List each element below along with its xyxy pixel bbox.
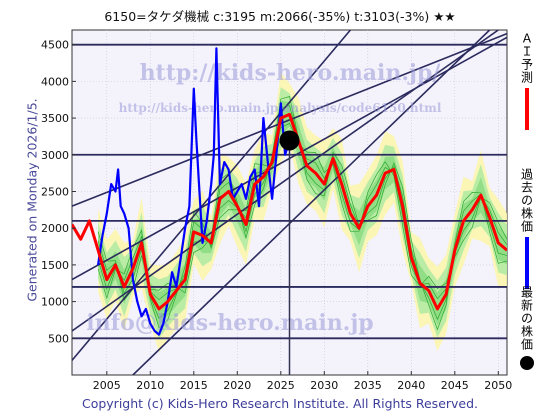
legend-label: 最新の株価 <box>519 286 534 351</box>
y-tick-label: 2000 <box>41 222 69 235</box>
x-axis-ticks: 2005 2010 2015 2020 2025 2030 2035 2040 2045 2050 <box>93 371 512 392</box>
current-price-marker <box>279 130 300 151</box>
legend-dot <box>520 356 534 370</box>
copyright-footer: Copyright (c) Kids-Hero Research Institu… <box>81 396 479 411</box>
y-tick-label: 3500 <box>41 112 69 125</box>
x-tick-label: 2050 <box>484 379 512 392</box>
trend-line <box>72 30 352 361</box>
legend-line-blue <box>525 237 529 289</box>
legend-label: 過去の株価 <box>519 168 534 233</box>
x-tick-label: 2010 <box>136 379 164 392</box>
y-tick-label: 1000 <box>41 296 69 309</box>
y-tick-label: 500 <box>48 332 69 345</box>
trend-line <box>72 32 507 207</box>
legend-ai-forecast: ＡＩ予測 <box>516 32 538 130</box>
y-axis-ticks: 500 1000 1500 2000 2500 3000 3500 4000 4500 <box>41 39 76 345</box>
legend-label: ＡＩ予測 <box>519 32 534 84</box>
x-tick-label: 2030 <box>310 379 338 392</box>
band-green-inner <box>98 100 507 326</box>
legend-latest-price: 最新の株価 <box>516 286 538 370</box>
x-tick-label: 2015 <box>180 379 208 392</box>
x-tick-label: 2005 <box>93 379 121 392</box>
ai-forecast-line <box>72 112 507 311</box>
trend-line <box>132 30 491 375</box>
x-tick-label: 2040 <box>397 379 425 392</box>
past-price-line <box>97 47 291 336</box>
y-tick-label: 4000 <box>41 75 69 88</box>
band-trace <box>97 96 507 331</box>
y-tick-label: 1500 <box>41 259 69 272</box>
chart-title: 6150=タケダ機械 c:3195 m:2066(-35%) t:3103(-3… <box>104 9 456 24</box>
watermark-email: info@kids-hero.main.jp <box>86 310 373 336</box>
y-tick-label: 3000 <box>41 149 69 162</box>
legend-line-red <box>525 88 529 130</box>
y-tick-label: 2500 <box>41 185 69 198</box>
x-tick-label: 2025 <box>267 379 295 392</box>
trend-line <box>72 30 499 332</box>
y-tick-label: 4500 <box>41 39 69 52</box>
x-tick-label: 2035 <box>354 379 382 392</box>
trend-lines <box>72 30 507 375</box>
legend-past-price: 過去の株価 <box>516 168 538 289</box>
watermark-url-main: http://kids-hero.main.jp/ <box>140 60 442 86</box>
x-tick-label: 2020 <box>223 379 251 392</box>
series-layer <box>72 47 507 336</box>
x-tick-label: 2045 <box>441 379 469 392</box>
